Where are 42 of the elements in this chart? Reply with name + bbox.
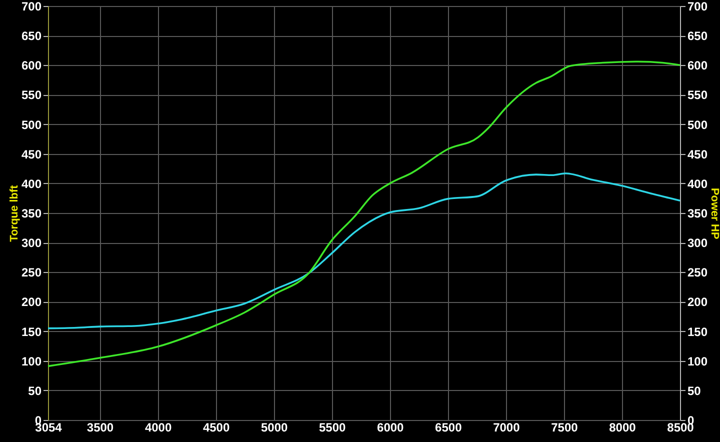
y-tick-label: 250 [21,266,42,280]
line-series [47,60,681,368]
y-tick-label: 50 [28,384,42,398]
y-tick-label: 400 [21,176,42,191]
y-tick-label: 350 [21,206,42,220]
x-tick-label: 6500 [435,420,462,434]
x-tick-label: 5000 [260,420,288,434]
y2-tick-label: 300 [688,236,708,250]
y2-tick-label: 550 [688,88,708,102]
y2-tick-label: 150 [688,324,708,339]
y-tick-label: 450 [21,147,42,162]
y-tick-label: 600 [21,58,42,73]
y2-tick-label: 400 [688,176,708,191]
x-tick-label: 7000 [493,420,520,434]
y2-tick-label: 350 [688,206,708,220]
y-tick-label: 650 [21,29,42,44]
y-tick-label: 150 [21,324,42,339]
y2-tick-label: 600 [688,58,708,73]
line-series [47,172,681,330]
y-tick-label: 200 [21,295,42,310]
x-tick-label: 5500 [319,420,346,434]
y-tick-label: 300 [21,236,42,250]
y-tick-label: 550 [21,88,42,102]
y-tick-label: 100 [21,354,42,368]
x-tick-label: 4500 [202,420,230,434]
y2-axis-title: Power HP [708,188,720,240]
y2-tick-label: 50 [688,384,702,398]
x-tick-label: 8000 [609,420,636,434]
x-tick-label: 6000 [377,420,404,434]
y-tick-label: 500 [21,118,42,132]
x-tick-label: 3500 [86,420,114,434]
y2-tick-label: 500 [688,118,708,132]
x-tick-label: 7500 [551,420,578,434]
y2-tick-label: 450 [688,147,708,162]
y-tick-label: 700 [21,0,42,14]
y2-tick-label: 250 [688,266,708,280]
y2-tick-label: 100 [688,354,708,368]
y2-tick-label: 650 [688,29,708,44]
x-tick-label: 4000 [144,420,172,434]
y-axis-title: Torque lbft [8,184,20,242]
y2-tick-label: 700 [688,0,708,14]
y2-tick-label: 200 [688,295,708,310]
